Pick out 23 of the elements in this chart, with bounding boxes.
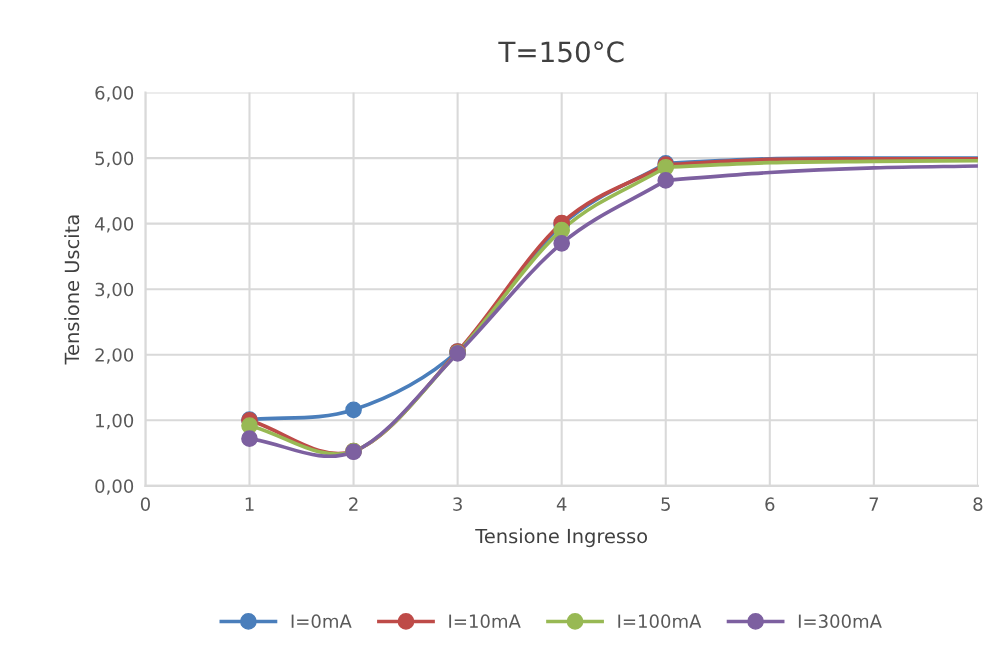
x-tick-label: 0 [140, 497, 150, 511]
y-tick-label: 5,00 [95, 151, 134, 168]
legend-label: I=100mA [618, 614, 702, 629]
legend-label: I=300mA [798, 614, 882, 629]
x-tick-label: 5 [661, 497, 670, 511]
y-tick-label: 6,00 [95, 86, 134, 102]
x-tick-label: 7 [869, 497, 879, 511]
y-tick-label: 4,00 [95, 217, 134, 233]
x-tick-label: 6 [765, 497, 775, 511]
x-axis-title: Tensione Ingresso [475, 528, 648, 548]
x-tick-label: 4 [556, 497, 567, 511]
legend-label: I=0mA [291, 614, 352, 629]
y-tick-label: 2,00 [95, 348, 134, 364]
y-axis-title: Tensione Uscita [64, 215, 80, 365]
x-tick-label: 2 [349, 497, 358, 511]
legend-label: I=10mA [449, 614, 521, 629]
chart-title: T=150°C [498, 41, 624, 63]
y-tick-label: 0,00 [95, 479, 134, 495]
y-tick-label: 1,00 [96, 413, 134, 430]
x-tick-label: 8 [973, 497, 983, 511]
y-tick-label: 3,00 [95, 282, 134, 299]
x-tick-label: 3 [453, 497, 462, 511]
x-tick-label: 1 [245, 497, 254, 511]
